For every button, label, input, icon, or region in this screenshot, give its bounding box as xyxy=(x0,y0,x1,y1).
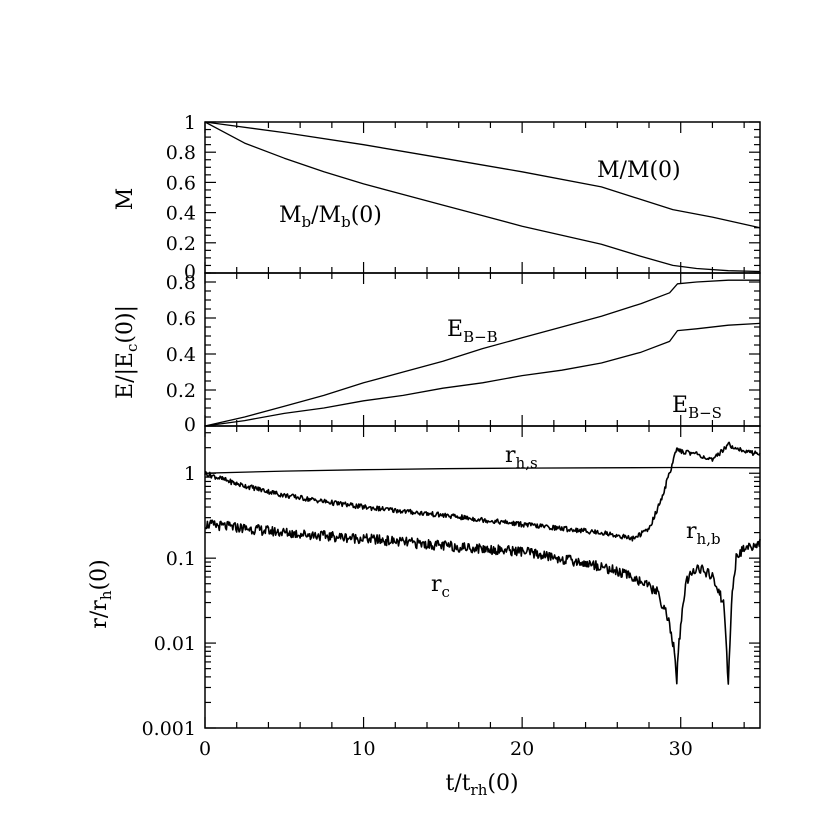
radii-ylabel: r/rh(0) xyxy=(87,559,115,628)
y-tick-label: 0.2 xyxy=(166,233,196,255)
y-tick-label: 0 xyxy=(184,414,196,436)
tick-labels: 00.20.40.60.8100.20.40.60.80.0010.010.11… xyxy=(142,112,693,760)
y-tick-label: 0.1 xyxy=(166,548,196,570)
y-tick-label: 0 xyxy=(184,261,196,283)
mass-ylabel: M xyxy=(113,188,138,211)
label-E-BB: EB−B xyxy=(447,317,498,346)
y-tick-label: 0.001 xyxy=(142,718,196,740)
energy-ylabel: E/|Ec(0)| xyxy=(113,305,141,399)
series-line-e-b-b xyxy=(204,279,760,427)
y-tick-label: 0.4 xyxy=(166,203,196,225)
label-M-over-M0: M/M(0) xyxy=(597,158,681,183)
y-tick-label: 0.8 xyxy=(166,272,196,294)
y-tick-label: 0.6 xyxy=(166,308,196,330)
x-tick-label: 30 xyxy=(669,738,693,760)
mass-panel-frame xyxy=(204,121,761,274)
y-tick-label: 0.4 xyxy=(166,344,196,366)
axis-ticks xyxy=(204,121,760,729)
y-tick-label: 1 xyxy=(184,112,196,134)
y-tick-label: 0.8 xyxy=(166,142,196,164)
x-tick-label: 0 xyxy=(199,738,211,760)
y-tick-label: 0.6 xyxy=(166,172,196,194)
series-line-r-h-b xyxy=(204,441,761,542)
y-tick-label: 0.2 xyxy=(166,380,196,402)
y-tick-label: 0.01 xyxy=(154,633,196,655)
x-tick-label: 20 xyxy=(510,738,534,760)
data-series xyxy=(204,121,761,685)
series-line-r-h-s xyxy=(204,466,761,474)
x-axis-label: t/trh(0) xyxy=(445,771,518,799)
label-r-hb: rh,b xyxy=(686,519,721,548)
label-r-hs: rh,s xyxy=(505,443,538,472)
series-line-m-b-m-b-0- xyxy=(204,121,761,273)
series-line-m-m-0- xyxy=(204,121,761,229)
series-line-r-c xyxy=(204,519,761,685)
label-Mb-over-Mb0: Mb/Mb(0) xyxy=(279,203,382,231)
label-r-c: rc xyxy=(431,572,450,601)
x-tick-label: 10 xyxy=(351,738,375,760)
y-tick-label: 1 xyxy=(184,463,196,485)
label-E-BS: EB−S xyxy=(672,393,722,422)
series-line-e-b-s xyxy=(204,322,761,427)
